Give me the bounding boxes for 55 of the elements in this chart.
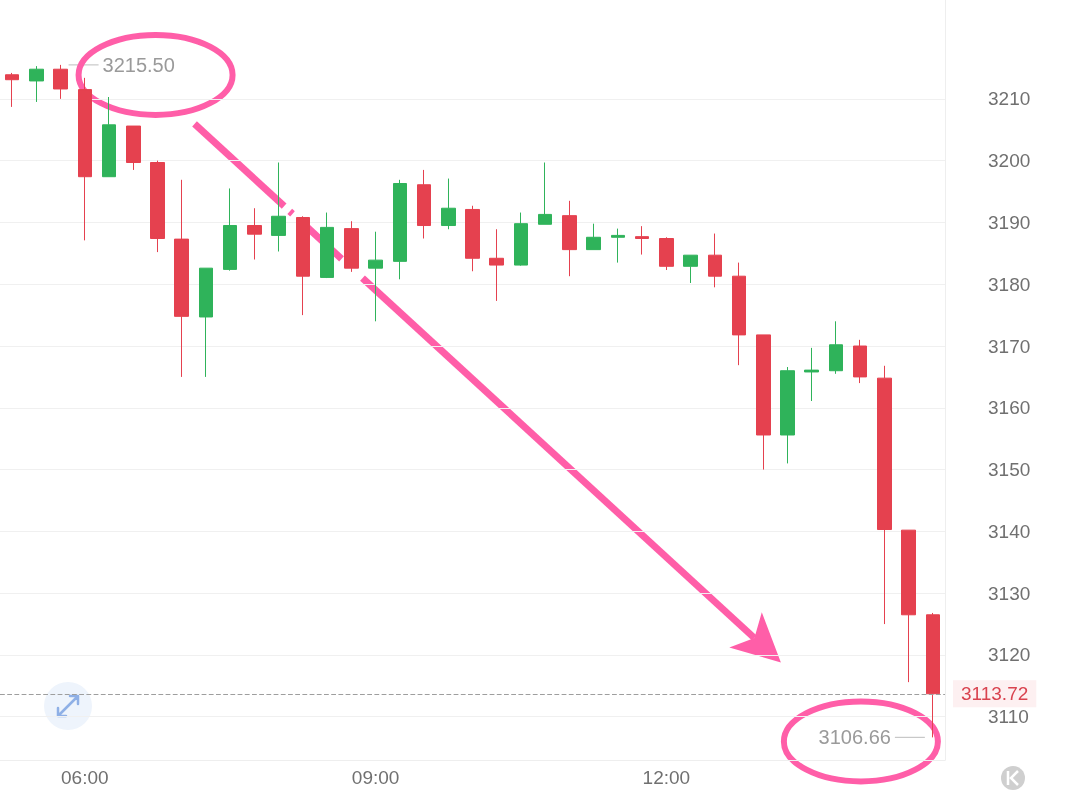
candlestick: [441, 178, 456, 230]
y-tick-label: 3120: [988, 644, 1031, 666]
ref-line-label: 3113.72: [961, 683, 1029, 705]
candlestick: [344, 220, 359, 273]
candlestick: [489, 228, 504, 302]
candlestick: [853, 339, 867, 384]
y-tick-label: 3110: [988, 706, 1029, 728]
y-tick-label: 3130: [988, 582, 1031, 604]
candlestick: [901, 529, 916, 683]
candlestick: [926, 612, 940, 738]
candlestick: [659, 236, 674, 271]
y-tick-label: 3200: [988, 150, 1031, 172]
candlestick: [247, 207, 262, 261]
annotation: 3106.66: [818, 726, 891, 749]
candlestick: [635, 225, 649, 256]
candlestick: [5, 72, 19, 108]
y-tick-label: 3190: [988, 211, 1031, 233]
candlestick: [586, 223, 601, 251]
candlestick: [223, 187, 237, 272]
candlestick: [877, 365, 892, 625]
annotation: 3215.50: [102, 53, 175, 76]
candlestick: [780, 366, 795, 464]
candlestick: [296, 215, 310, 316]
candlestick: [538, 162, 552, 225]
candlestick: [829, 320, 843, 375]
candlestick: [102, 96, 116, 178]
y-tick-label: 3180: [988, 273, 1031, 295]
candlestick: [150, 160, 165, 253]
candlestick: [199, 267, 213, 378]
candlestick: [683, 254, 698, 284]
candlestick: [708, 233, 722, 288]
candlestick: [732, 262, 746, 366]
candlestick: [78, 77, 92, 241]
candlestick: [126, 125, 141, 171]
candlestick: [756, 334, 771, 471]
y-tick-label: 3170: [988, 335, 1031, 357]
candlestick: [465, 205, 480, 272]
candlestick: [393, 179, 407, 280]
candlestick: [368, 231, 383, 322]
candlestick: [611, 228, 625, 264]
candlestick: [29, 65, 44, 103]
y-tick-label: 3210: [988, 88, 1031, 110]
candlestick: [174, 179, 189, 378]
x-tick-label: 09:00: [351, 767, 400, 788]
candlestick: [804, 347, 819, 402]
candlestick: [562, 200, 577, 277]
candlestick: [53, 64, 68, 100]
y-tick-label: 3150: [988, 459, 1031, 481]
y-tick-label: 3140: [988, 520, 1031, 542]
candlestick: [514, 212, 528, 267]
candlestick: [417, 169, 431, 239]
x-tick-label: 06:00: [61, 767, 109, 788]
x-tick-label: 12:00: [642, 767, 691, 788]
y-tick-label: 3160: [988, 397, 1031, 419]
candlestick: [271, 162, 286, 252]
